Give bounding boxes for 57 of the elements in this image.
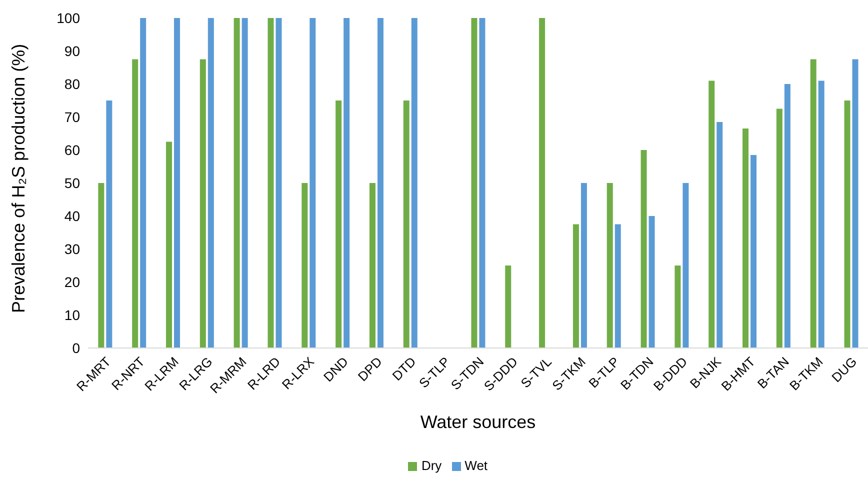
bar bbox=[640, 150, 647, 348]
bar bbox=[242, 18, 248, 348]
y-tick-label: 60 bbox=[64, 142, 80, 158]
bar bbox=[682, 183, 689, 348]
bar bbox=[106, 100, 112, 348]
bar bbox=[369, 183, 376, 348]
bar bbox=[648, 216, 655, 348]
y-tick-label: 0 bbox=[72, 340, 80, 356]
bar bbox=[716, 122, 723, 348]
bar bbox=[208, 18, 214, 348]
bar bbox=[539, 18, 546, 348]
y-tick-label: 30 bbox=[64, 240, 80, 257]
y-tick-label: 80 bbox=[64, 76, 80, 92]
bar bbox=[810, 59, 816, 348]
bar bbox=[302, 183, 308, 348]
bar bbox=[344, 18, 350, 348]
x-axis-title: Water sources bbox=[420, 412, 536, 432]
y-tick-label: 20 bbox=[64, 274, 80, 290]
bar bbox=[818, 80, 824, 348]
y-tick-label: 40 bbox=[64, 208, 80, 224]
bar bbox=[505, 266, 512, 348]
bar bbox=[572, 224, 579, 348]
y-axis-title: Prevalence of H₂S production (%) bbox=[8, 44, 28, 313]
bar bbox=[140, 18, 146, 348]
bar bbox=[310, 18, 316, 348]
bar bbox=[606, 183, 613, 348]
legend-label: Dry bbox=[421, 458, 442, 473]
bar bbox=[776, 108, 782, 348]
bar bbox=[708, 80, 715, 348]
y-tick-label: 70 bbox=[64, 108, 80, 125]
bar bbox=[784, 84, 790, 348]
bar bbox=[742, 128, 749, 348]
bar bbox=[844, 100, 850, 348]
bar bbox=[750, 154, 757, 348]
y-tick-label: 50 bbox=[64, 174, 80, 191]
bar bbox=[200, 59, 206, 348]
bar bbox=[166, 142, 172, 348]
legend-label: Wet bbox=[464, 458, 488, 473]
bar bbox=[377, 18, 384, 348]
bar bbox=[98, 183, 104, 348]
bar bbox=[234, 18, 240, 348]
bar bbox=[674, 266, 681, 348]
bar bbox=[276, 18, 282, 348]
bar bbox=[132, 59, 138, 348]
bar bbox=[336, 100, 342, 348]
bar bbox=[614, 224, 621, 348]
bar bbox=[852, 59, 858, 348]
bar bbox=[580, 183, 587, 348]
bar bbox=[479, 18, 486, 348]
y-tick-label: 90 bbox=[64, 42, 80, 59]
bar bbox=[411, 18, 418, 348]
bar bbox=[471, 18, 478, 348]
bar bbox=[403, 100, 410, 348]
y-tick-label: 100 bbox=[56, 10, 80, 26]
y-tick-label: 10 bbox=[64, 306, 80, 323]
bar bbox=[174, 18, 180, 348]
bar bbox=[268, 18, 274, 348]
